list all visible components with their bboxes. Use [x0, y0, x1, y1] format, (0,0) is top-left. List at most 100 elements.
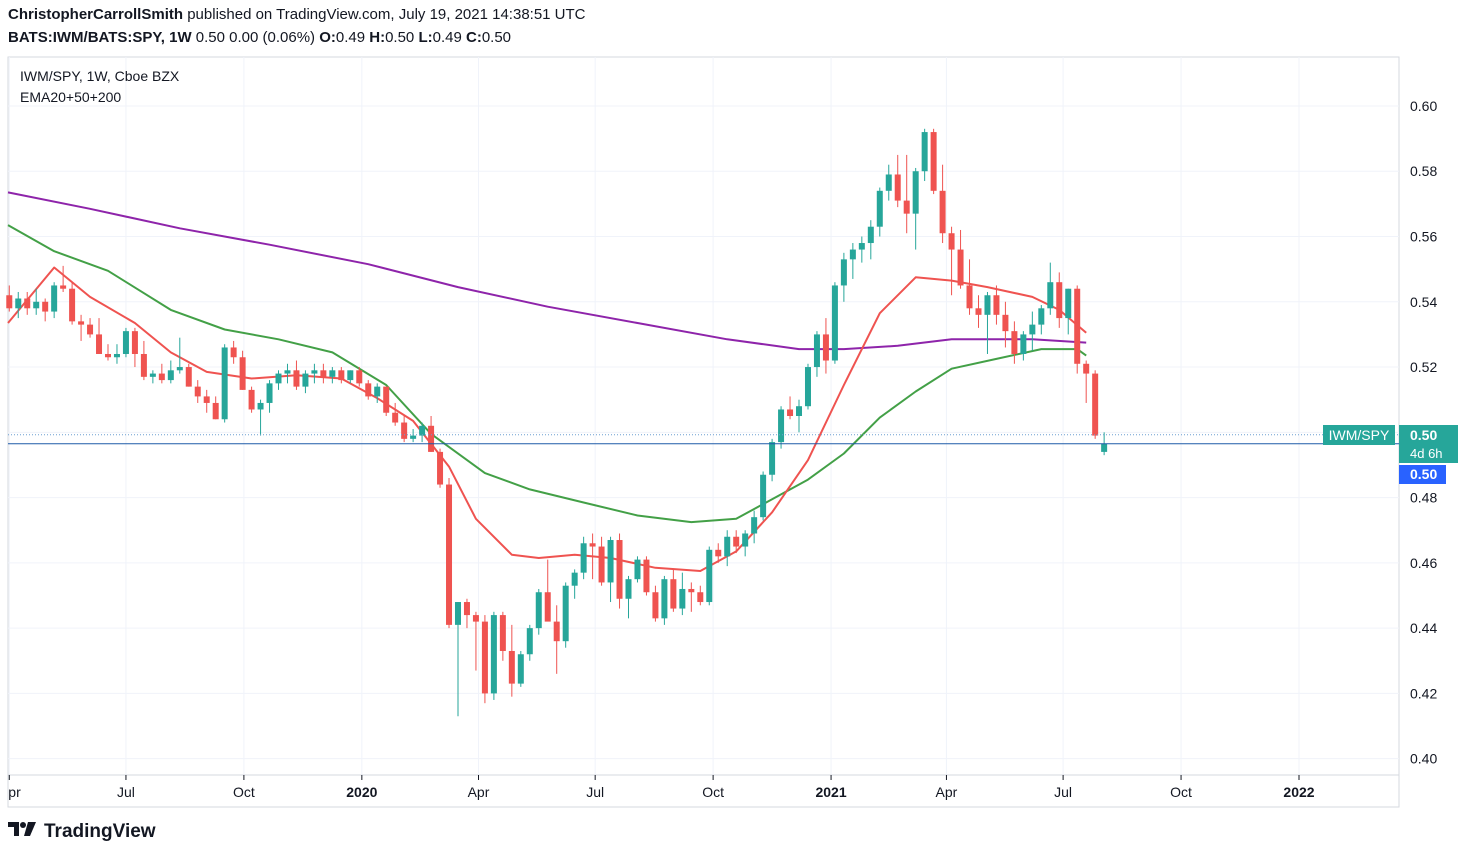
ohlc-line: BATS:IWM/BATS:SPY, 1W 0.50 0.00 (0.06%) …	[8, 29, 511, 46]
candle	[508, 624, 515, 697]
candle-body	[437, 451, 444, 485]
ema-lines	[7, 191, 1087, 572]
candle-body	[813, 334, 820, 368]
candle-body	[1056, 282, 1063, 319]
candle	[302, 370, 309, 394]
candle	[33, 288, 40, 315]
time-tick-label: Oct	[233, 784, 255, 800]
candle	[526, 624, 533, 661]
open-value: 0.49	[335, 29, 366, 46]
high-label: H:	[369, 29, 386, 46]
candle-body	[706, 549, 713, 603]
candle-body	[419, 425, 426, 436]
candle-body	[1047, 282, 1054, 309]
candle	[383, 386, 390, 416]
time-tick-label: Jul	[117, 784, 135, 800]
price-tick-label: 0.42	[1410, 685, 1437, 701]
candle-body	[849, 249, 856, 260]
crosshair-price-value: 0.50	[1410, 466, 1437, 482]
candle	[625, 575, 632, 619]
candle-body	[311, 370, 318, 374]
candle	[212, 396, 219, 420]
time-axis[interactable]: pr Jul Oct 2020 Apr Jul Oct 2021 Apr Jul Oct 2022	[8, 774, 1399, 800]
candle-body	[616, 540, 623, 599]
candle	[930, 128, 937, 195]
candle-body	[787, 409, 794, 416]
candle	[751, 510, 758, 544]
candle-body	[284, 370, 291, 374]
candle	[1029, 311, 1036, 351]
candle-body	[885, 174, 892, 191]
candle	[715, 543, 722, 563]
candle-body	[796, 406, 803, 416]
candle-body	[6, 295, 13, 309]
candle	[769, 438, 776, 482]
candle-body	[508, 650, 515, 684]
candle-body	[185, 367, 192, 387]
candle	[661, 575, 668, 625]
candle	[822, 318, 829, 374]
candle	[697, 585, 704, 606]
price-tag-bg	[1399, 425, 1458, 463]
candle-body	[643, 559, 650, 593]
candle-body	[993, 295, 1000, 315]
candle-body	[1011, 331, 1018, 354]
candle	[499, 611, 506, 661]
open-label: O:	[319, 29, 336, 46]
candle	[275, 370, 282, 390]
candle-body	[580, 543, 587, 573]
candle	[1083, 360, 1090, 403]
candle	[1074, 285, 1081, 374]
bar-countdown: 4d 6h	[1410, 446, 1443, 461]
candle-body	[1002, 314, 1009, 332]
candle	[580, 536, 587, 580]
price-tick-label: 0.48	[1410, 490, 1437, 506]
candle-body	[481, 621, 488, 694]
ema-50-line	[7, 224, 1087, 524]
close-label: C:	[466, 29, 482, 46]
candle	[419, 422, 426, 443]
candle-body	[930, 132, 937, 191]
tradingview-logo[interactable]: TradingView	[8, 820, 156, 844]
candle	[813, 331, 820, 377]
price-tick-label: 0.56	[1410, 229, 1437, 245]
candle	[284, 363, 291, 384]
candle	[867, 220, 874, 260]
candle-body	[490, 615, 497, 694]
candle	[365, 380, 372, 400]
legend-title: IWM/SPY, 1W, Cboe BZX	[20, 68, 180, 84]
candle-body	[221, 347, 228, 420]
candle-body	[589, 543, 596, 547]
price-axis[interactable]: 0.60 0.58 0.56 0.54 0.52 0.50 0.48 0.46 0.44 0.42…	[1410, 98, 1437, 767]
candle-body	[652, 592, 659, 619]
candle	[562, 582, 569, 648]
candle-body	[410, 435, 417, 439]
candle-body	[517, 654, 524, 684]
candle	[410, 429, 417, 443]
time-tick-label: Oct	[702, 784, 724, 800]
candle	[1011, 321, 1018, 364]
candle-body	[733, 536, 740, 547]
candle-body	[544, 592, 551, 622]
author-name[interactable]: ChristopherCarrollSmith	[8, 6, 184, 23]
candle	[454, 602, 461, 717]
price-tick-label: 0.52	[1410, 359, 1437, 375]
candle-body	[1020, 334, 1027, 354]
candle	[804, 363, 811, 410]
candle	[984, 291, 991, 354]
candle-body	[51, 285, 58, 312]
candle	[320, 363, 327, 384]
high-value: 0.50	[385, 29, 415, 46]
candle-body	[320, 370, 327, 377]
candle	[975, 295, 982, 328]
candle-body	[230, 347, 237, 358]
candle-body	[239, 357, 246, 390]
candle-body	[78, 321, 85, 325]
legend-indicator[interactable]: EMA20+50+200	[20, 89, 121, 105]
candle-body	[553, 621, 560, 642]
candle-body	[1038, 308, 1045, 325]
candle-body	[867, 226, 874, 244]
candle	[266, 380, 273, 413]
candle	[347, 370, 354, 384]
